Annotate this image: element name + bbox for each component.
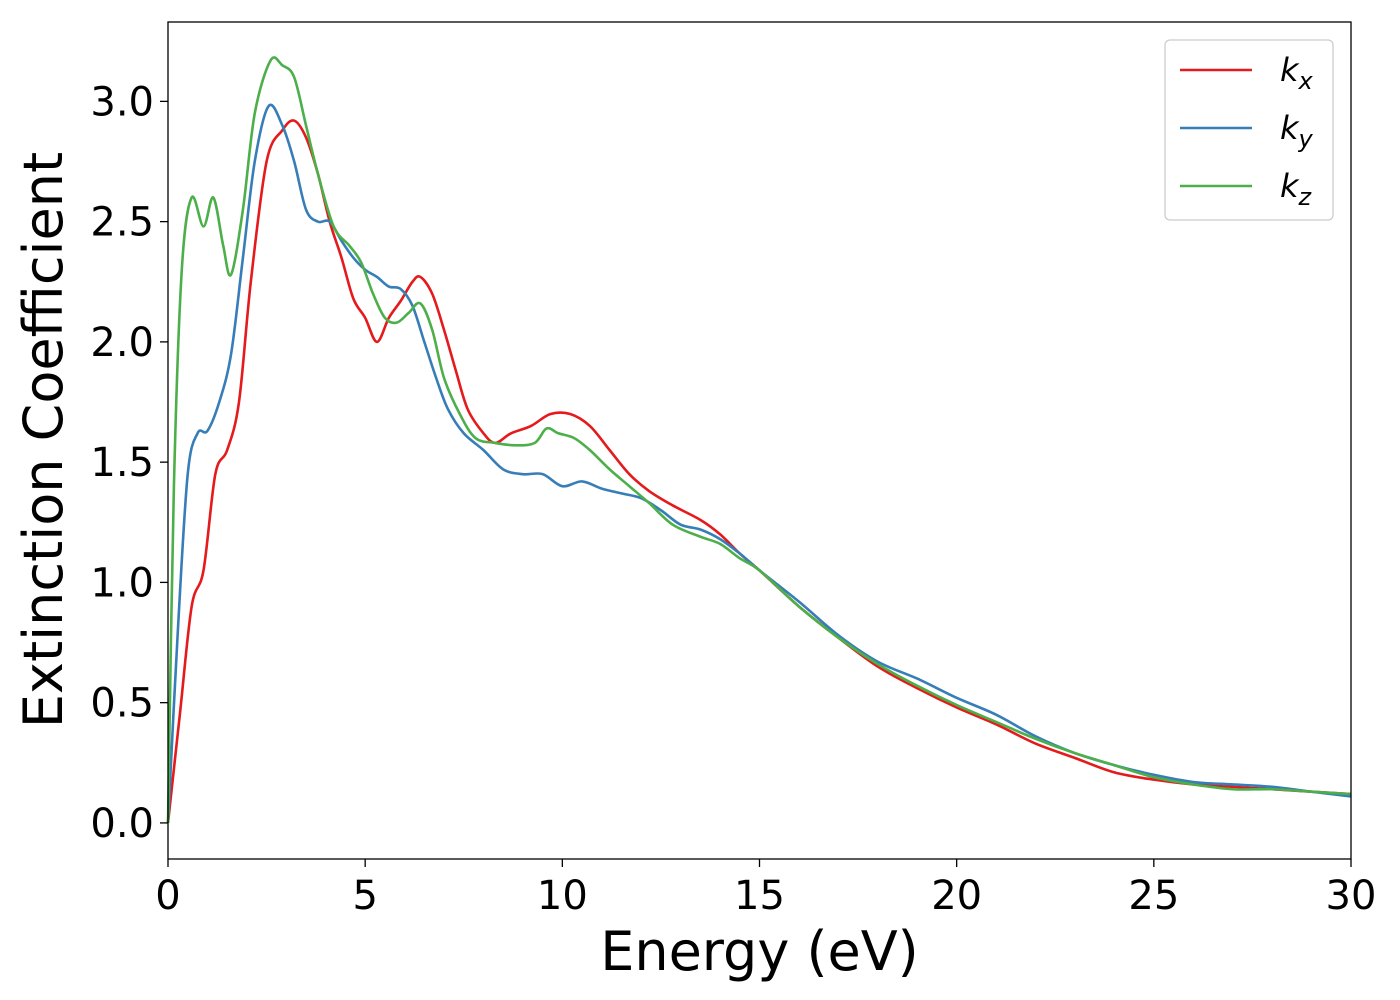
y-tick-label: 0.0 <box>90 801 154 847</box>
y-tick-label: 3.0 <box>90 79 154 125</box>
y-tick-label: 0.5 <box>90 681 154 727</box>
x-tick-label: 30 <box>1326 873 1377 919</box>
x-tick-label: 0 <box>155 873 180 919</box>
series-layer <box>166 56 1352 824</box>
x-tick-label: 15 <box>734 873 785 919</box>
legend: kx ky kz <box>1164 39 1334 221</box>
x-tick-label: 5 <box>352 873 377 919</box>
x-axis-ticks: 0 5 10 15 20 25 30 <box>155 859 1376 919</box>
y-tick-label: 1.5 <box>90 440 154 486</box>
series-line-ky <box>166 103 1352 823</box>
y-tick-label: 2.0 <box>90 320 154 366</box>
x-tick-label: 20 <box>931 873 982 919</box>
x-tick-label: 10 <box>537 873 588 919</box>
legend-label-ky: ky <box>1280 109 1314 153</box>
y-tick-label: 1.0 <box>90 560 154 606</box>
y-tick-label: 2.5 <box>90 200 154 246</box>
legend-label-kz: kz <box>1280 167 1313 211</box>
y-axis-ticks: 0.0 0.5 1.0 1.5 2.0 2.5 3.0 <box>90 79 168 847</box>
x-tick-label: 25 <box>1128 873 1179 919</box>
y-axis-label: Extinction Coefficient <box>12 152 75 728</box>
series-line-kz <box>166 56 1352 823</box>
legend-label-kx: kx <box>1280 51 1314 95</box>
legend-box <box>1164 39 1334 221</box>
x-axis-label: Energy (eV) <box>600 920 919 983</box>
